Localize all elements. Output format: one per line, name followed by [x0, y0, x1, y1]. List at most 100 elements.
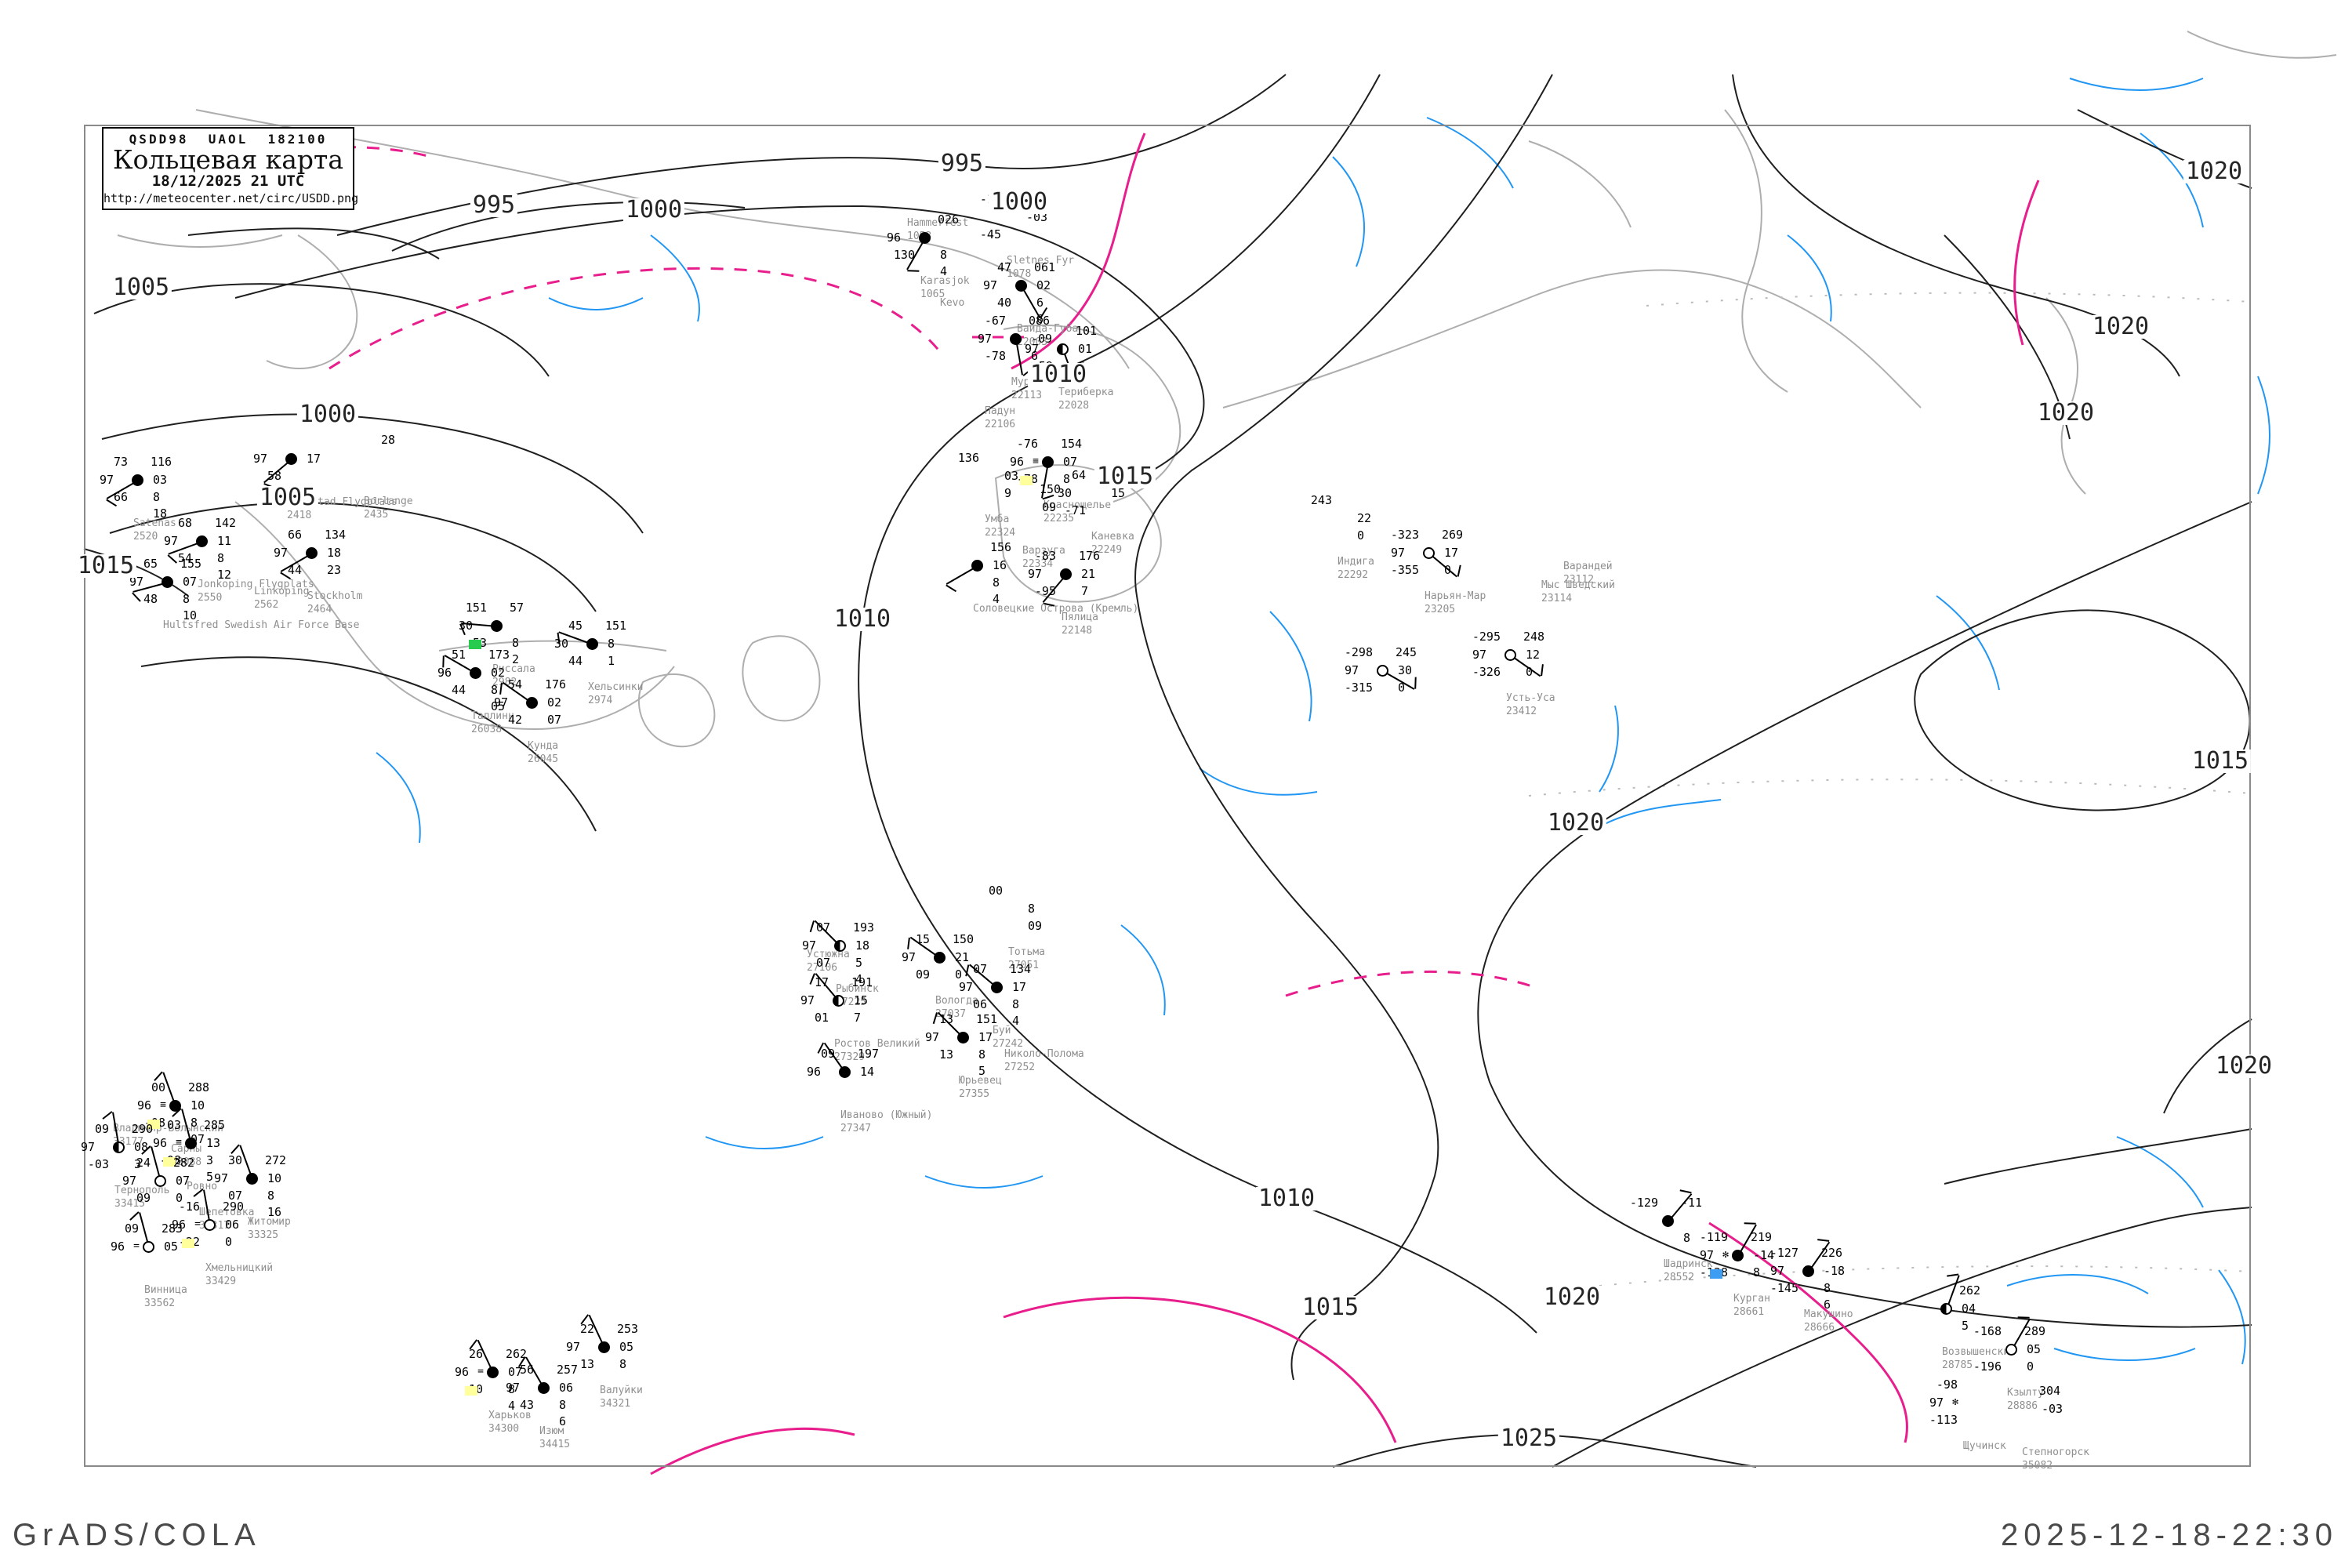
station-value-l: 97: [1027, 567, 1042, 581]
station-value-l: 97: [924, 1030, 939, 1044]
station-marker: [1010, 333, 1022, 345]
station-value-tl: 00: [151, 1080, 165, 1094]
station-value-br2: 4: [1012, 1014, 1020, 1028]
station-marker: [196, 535, 208, 547]
station-value-tl: 65: [143, 557, 158, 571]
station-marker: [204, 1219, 216, 1231]
station-value-r: 02: [491, 666, 506, 680]
station-value-br: 0: [955, 967, 963, 982]
station-value-r: 04: [1962, 1301, 1976, 1316]
station-value-bl: -78: [984, 349, 1006, 363]
station-value-r: 02: [547, 695, 562, 710]
station-name: Каневка 22249: [1091, 531, 1134, 556]
station-marker: [1377, 665, 1388, 677]
station-value-br: 0: [1398, 681, 1406, 695]
station-value-br: 0: [1526, 665, 1534, 679]
weather-symbol: ✻: [1952, 1396, 1958, 1408]
station-marker: [285, 453, 297, 465]
station-value-bl: -196: [1973, 1359, 2002, 1374]
station-value-l: 30: [554, 637, 568, 651]
station-name: Изюм 34415: [539, 1425, 571, 1450]
station-value-tr: 272: [265, 1153, 287, 1167]
station-name: Умба 22324: [985, 514, 1016, 539]
station-value-br: 8: [1753, 1265, 1761, 1279]
station-value-br: 8: [993, 575, 1000, 590]
station-value-br: 3: [206, 1153, 214, 1167]
station-value-br2: 18: [153, 506, 168, 521]
map-title: Кольцевая карта: [112, 143, 343, 175]
weather-symbol: =: [477, 1366, 484, 1377]
station-value-l: 97: [99, 473, 114, 487]
station-value-br: 8: [1824, 1281, 1831, 1295]
station-value-tr: 173: [488, 648, 510, 662]
station-name: Усть-Уса 23412: [1506, 692, 1555, 717]
station-value-bl: -355: [1390, 563, 1419, 577]
station-value-bl: 09: [136, 1191, 151, 1205]
station-value-tl: -168: [1973, 1324, 2002, 1338]
station-value-bl: 66: [113, 490, 128, 504]
station-value-tl: 66: [287, 528, 302, 542]
isobar-label: 1025: [1497, 1427, 1560, 1450]
station-name: Варзуга 22334: [1022, 545, 1065, 570]
station-value-br: 0: [2027, 1359, 2034, 1374]
station-value-l: 97: [1699, 1248, 1714, 1262]
station-value-l: 30: [1057, 486, 1072, 500]
station-value-l: 96: [806, 1065, 821, 1079]
station-value-bl: 09: [915, 967, 930, 982]
isobar-label: 1000: [296, 403, 359, 426]
station-value-l: 96: [110, 1240, 125, 1254]
station-value-l: 96: [136, 1098, 151, 1112]
station-value-br: 07: [547, 713, 562, 727]
station-value-r: 21: [1081, 567, 1096, 581]
station-value-r: 21: [955, 950, 970, 964]
station-value-tr: 150: [953, 932, 975, 946]
station-name: Пялица 22148: [1062, 612, 1098, 637]
station-value-tr: 290: [223, 1200, 245, 1214]
station-value-br2: 6: [1036, 312, 1044, 326]
grads-credit: GrADS/COLA: [13, 1518, 261, 1552]
station-value-tl: 136: [957, 451, 979, 465]
station-value-tr: 288: [188, 1080, 210, 1094]
station-value-br: 6: [1036, 296, 1044, 310]
station-name: Мыс Шведский 23114: [1541, 579, 1615, 604]
station-value-bl: 44: [568, 654, 583, 668]
station-name: Satenas 2520: [133, 517, 176, 543]
station-value-r: 8: [1028, 902, 1036, 916]
station-value-r: 15: [1111, 486, 1126, 500]
station-value-tr: 262: [1959, 1283, 1981, 1298]
station-value-r: 13: [206, 1136, 221, 1150]
station-value-tl: -76: [1016, 437, 1038, 451]
station-value-tl: 73: [113, 455, 128, 469]
weather-highlight-square: [182, 1239, 194, 1248]
station-value-tl: 09: [820, 1047, 835, 1061]
station-value-br: 8: [508, 1382, 516, 1396]
station-value-br: 6: [1031, 349, 1039, 363]
station-value-bl: 07: [815, 956, 830, 970]
station-value-tr: 061: [1034, 260, 1056, 274]
station-value-br: 0: [176, 1191, 183, 1205]
station-value-r: 07: [1063, 455, 1078, 469]
station-name: Кзылту 28886: [2007, 1387, 2044, 1412]
weather-symbol: ✻: [1722, 1249, 1729, 1261]
station-value-tr: 28: [381, 433, 396, 447]
station-value-tl: 07: [815, 920, 830, 935]
station-name: Краснощелье 22235: [1044, 499, 1112, 524]
station-value-tr: 289: [2024, 1324, 2046, 1338]
station-value-r: 14: [860, 1065, 875, 1079]
station-name: Таллинн 26038: [471, 710, 514, 735]
station-value-tl: 68: [177, 516, 192, 530]
station-value-l: 97: [213, 1171, 228, 1185]
station-value-tr: 193: [853, 920, 875, 935]
station-value-tr: 101: [1076, 324, 1098, 338]
station-marker: [2005, 1344, 2017, 1356]
station-value-tl: 30: [227, 1153, 242, 1167]
isobar-label: 995: [470, 194, 518, 217]
weather-highlight-square: [163, 1157, 176, 1167]
station-value-tr: 226: [1821, 1246, 1843, 1260]
station-name: Ровно: [187, 1181, 218, 1192]
station-value-r: 06: [225, 1218, 240, 1232]
station-value-tl: -83: [1034, 549, 1056, 563]
station-name: Тернополь 33415: [114, 1185, 170, 1210]
station-value-bl: -71: [1064, 503, 1086, 517]
station-value-tr: 151: [605, 619, 627, 633]
